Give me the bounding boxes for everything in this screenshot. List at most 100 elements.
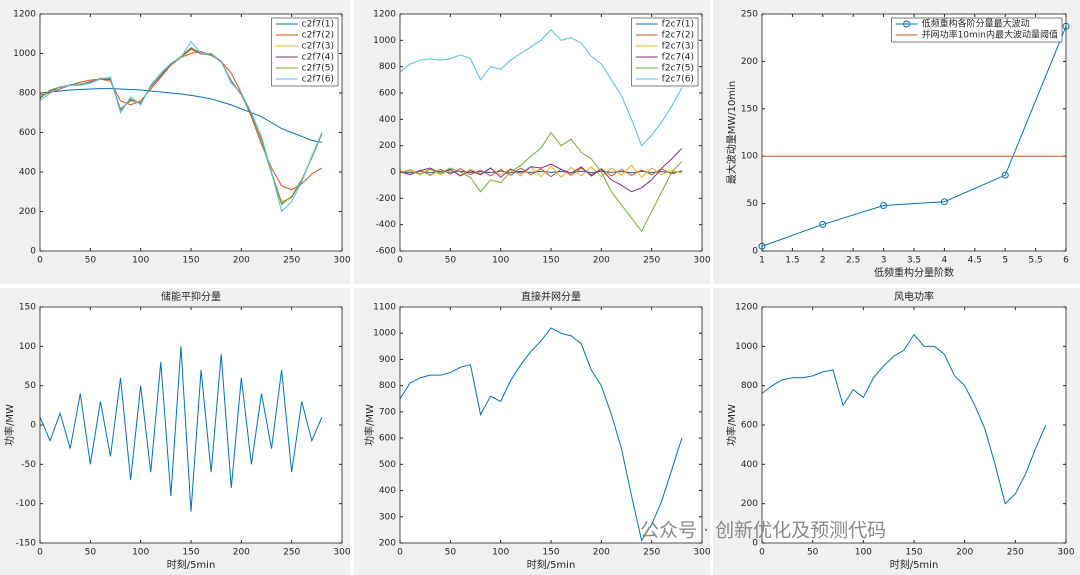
x-axis-label: 低频重构分量阶数: [874, 266, 954, 279]
legend-label: 并网功率10min内最大波动量阈值: [922, 29, 1058, 41]
y-tick-label: 1000: [13, 49, 36, 59]
legend-label: f2c7(3): [662, 42, 694, 52]
x-tick-label: 300: [333, 256, 350, 266]
legend-marker: [903, 20, 911, 28]
y-tick-label: 300: [379, 512, 396, 522]
x-tick-label: 4: [942, 256, 948, 266]
y-tick-label: 50: [747, 199, 759, 209]
y-tick-label: -50: [21, 460, 36, 470]
x-axis-label: 时刻/5min: [167, 558, 216, 571]
legend-label: f2c7(6): [662, 75, 694, 85]
series-line: [40, 88, 322, 143]
x-tick-label: 0: [759, 548, 765, 558]
series-line: [400, 147, 683, 193]
series-line: [400, 29, 683, 147]
y-tick-label: 1200: [735, 303, 758, 313]
x-tick-label: 200: [233, 256, 250, 266]
chart-title: 直接并网分量: [521, 290, 581, 303]
y-axis-label: 功率/MW: [363, 404, 376, 446]
marker: [1001, 171, 1009, 179]
y-tick-label: 500: [379, 460, 396, 470]
legend-label: f2c7(2): [662, 31, 694, 41]
legend-box: [271, 17, 339, 87]
x-axis-label: 时刻/5min: [527, 558, 576, 571]
x-tick-label: 2: [820, 256, 826, 266]
x-tick-label: 300: [1057, 548, 1074, 558]
x-tick-label: 250: [283, 548, 300, 558]
x-tick-label: 150: [905, 548, 922, 558]
x-tick-label: 50: [85, 256, 97, 266]
series-line: [400, 327, 683, 542]
watermark: 公众号 · 创新优化及预测代码: [640, 520, 886, 542]
y-tick-label: 150: [741, 104, 758, 114]
x-tick-label: 0: [37, 256, 43, 266]
x-tick-label: 1.5: [785, 256, 799, 266]
x-tick-label: 3.5: [907, 256, 921, 266]
y-tick-label: 50: [25, 381, 37, 391]
y-tick-label: 200: [379, 141, 396, 151]
x-tick-label: 6: [1063, 256, 1069, 266]
x-tick-label: 150: [182, 548, 199, 558]
y-axis-label: 功率/MW: [3, 404, 16, 446]
marker: [880, 201, 888, 209]
x-tick-label: 300: [693, 548, 710, 558]
marker: [819, 220, 827, 228]
y-tick-label: 100: [19, 342, 36, 352]
legend-label: c2f7(2): [302, 31, 334, 41]
x-tick-label: 200: [593, 256, 610, 266]
x-tick-label: 200: [593, 548, 610, 558]
y-tick-label: 600: [19, 128, 36, 138]
y-tick-label: 1100: [373, 303, 396, 313]
y-tick-label: 1000: [735, 342, 758, 352]
series-line: [40, 346, 323, 512]
plot-area: [400, 307, 702, 543]
y-tick-label: -200: [376, 194, 397, 204]
legend-label: c2f7(6): [302, 75, 334, 85]
plot-area: [762, 307, 1066, 543]
y-tick-label: -600: [376, 247, 397, 257]
x-axis-label: 时刻/5min: [890, 558, 939, 571]
y-tick-label: 200: [741, 57, 758, 67]
x-tick-label: 150: [182, 256, 199, 266]
y-tick-label: 800: [19, 89, 36, 99]
y-tick-label: 400: [741, 460, 758, 470]
y-tick-label: 200: [379, 539, 396, 549]
y-tick-label: 200: [741, 499, 758, 509]
legend-label: f2c7(1): [662, 20, 694, 30]
series-line: [400, 164, 683, 178]
chart-title: 风电功率: [894, 290, 934, 303]
x-tick-label: 250: [283, 256, 300, 266]
x-tick-label: 100: [855, 548, 872, 558]
legend-label: c2f7(3): [302, 42, 334, 52]
y-tick-label: 0: [390, 168, 396, 178]
x-tick-label: 50: [85, 548, 97, 558]
x-tick-label: 250: [1007, 548, 1024, 558]
y-axis-label: 最大波动量MW/10min: [725, 81, 738, 184]
legend: c2f7(1)c2f7(2)c2f7(3)c2f7(4)c2f7(5)c2f7(…: [271, 17, 339, 87]
series-line: [762, 333, 1047, 505]
y-tick-label: 1000: [373, 36, 396, 46]
y-tick-label: 0: [752, 247, 758, 257]
y-tick-label: 800: [379, 62, 396, 72]
chart-title: 储能平抑分量: [161, 290, 221, 303]
y-axis-label: 功率/MW: [725, 404, 738, 446]
axes-frame: [761, 306, 1067, 544]
x-tick-label: 100: [492, 256, 509, 266]
series-line: [400, 167, 683, 178]
y-tick-label: 0: [752, 539, 758, 549]
y-tick-label: 900: [379, 355, 396, 365]
x-tick-label: 0: [397, 256, 403, 266]
y-tick-label: -100: [16, 499, 37, 509]
y-tick-label: 400: [379, 486, 396, 496]
x-tick-label: 250: [643, 548, 660, 558]
x-tick-label: 150: [542, 548, 559, 558]
y-tick-label: 800: [741, 381, 758, 391]
y-tick-label: 100: [741, 152, 758, 162]
y-tick-label: 250: [741, 10, 758, 20]
x-tick-label: 200: [956, 548, 973, 558]
y-tick-label: 1200: [13, 10, 36, 20]
plots: 0 50 100 150 200 250 300020040060080010001200c…: [3, 10, 1075, 572]
legend-box: [891, 17, 1063, 43]
